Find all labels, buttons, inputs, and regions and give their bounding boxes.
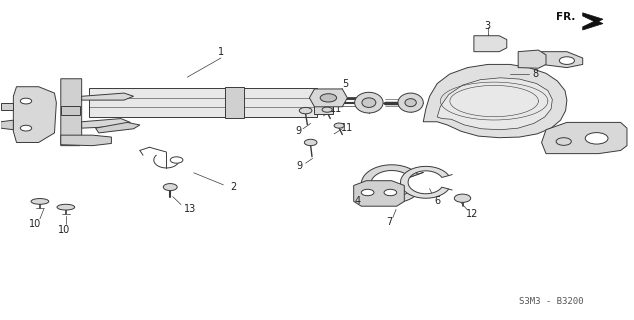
Polygon shape <box>401 166 449 198</box>
Circle shape <box>171 157 183 163</box>
Circle shape <box>304 139 317 146</box>
Ellipse shape <box>57 204 75 210</box>
Polygon shape <box>61 79 82 146</box>
Text: 13: 13 <box>184 204 197 214</box>
Polygon shape <box>354 181 404 206</box>
Text: 11: 11 <box>330 104 342 114</box>
Circle shape <box>585 132 608 144</box>
Text: 9: 9 <box>295 126 301 136</box>
Text: 1: 1 <box>218 47 224 57</box>
Ellipse shape <box>362 98 376 108</box>
Polygon shape <box>541 52 583 68</box>
Circle shape <box>559 57 574 64</box>
Polygon shape <box>437 78 552 130</box>
Polygon shape <box>583 13 603 30</box>
Ellipse shape <box>405 99 417 107</box>
Polygon shape <box>474 36 507 52</box>
Polygon shape <box>89 88 317 117</box>
Circle shape <box>556 138 571 145</box>
Polygon shape <box>82 93 134 100</box>
Ellipse shape <box>398 93 424 112</box>
Polygon shape <box>518 50 546 68</box>
Text: FR.: FR. <box>556 12 575 22</box>
Polygon shape <box>225 87 244 118</box>
Text: 2: 2 <box>230 182 236 192</box>
Circle shape <box>455 194 470 202</box>
Polygon shape <box>314 92 333 114</box>
Text: 12: 12 <box>466 209 478 219</box>
Text: 11: 11 <box>340 123 353 133</box>
Ellipse shape <box>354 92 383 113</box>
Polygon shape <box>61 106 80 116</box>
Circle shape <box>20 98 32 104</box>
Text: 7: 7 <box>387 217 393 227</box>
Ellipse shape <box>31 198 49 204</box>
Circle shape <box>334 123 344 128</box>
Polygon shape <box>61 135 112 146</box>
Polygon shape <box>309 89 347 107</box>
Polygon shape <box>1 103 13 110</box>
Circle shape <box>164 184 177 191</box>
Polygon shape <box>13 87 56 142</box>
Circle shape <box>320 94 337 102</box>
Text: 8: 8 <box>532 69 538 79</box>
Polygon shape <box>361 165 418 203</box>
Circle shape <box>361 189 374 196</box>
Text: 9: 9 <box>296 161 302 172</box>
Circle shape <box>384 189 397 196</box>
Circle shape <box>299 108 312 114</box>
Circle shape <box>322 107 332 112</box>
Text: 10: 10 <box>29 219 42 229</box>
Polygon shape <box>82 119 131 128</box>
Text: 5: 5 <box>342 78 349 89</box>
Text: 6: 6 <box>434 196 440 206</box>
Text: 4: 4 <box>355 196 361 206</box>
Polygon shape <box>1 120 13 130</box>
Polygon shape <box>424 64 567 138</box>
Text: 10: 10 <box>58 225 70 235</box>
Polygon shape <box>541 123 627 154</box>
Circle shape <box>20 125 32 131</box>
Text: 3: 3 <box>485 21 491 31</box>
Polygon shape <box>96 123 140 133</box>
Text: S3M3 - B3200: S3M3 - B3200 <box>519 297 583 306</box>
